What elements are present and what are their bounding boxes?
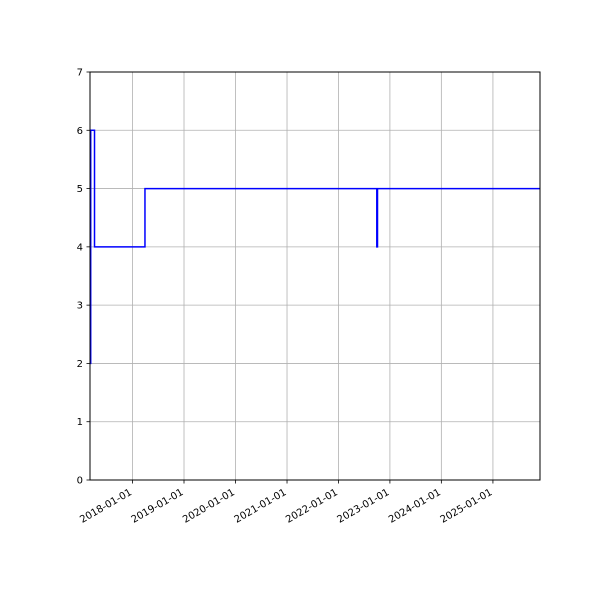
y-tick-label: 1 bbox=[77, 417, 83, 428]
y-tick-label: 6 bbox=[77, 126, 83, 137]
y-tick-label: 3 bbox=[77, 301, 83, 312]
grid bbox=[90, 71, 540, 481]
y-tick-label: 4 bbox=[77, 242, 83, 253]
y-tick-label: 7 bbox=[77, 68, 83, 79]
x-tick-label: 2021-01-01 bbox=[233, 487, 289, 526]
y-axis: 0 1 2 3 4 5 6 7 bbox=[77, 68, 90, 487]
x-tick-label: 2020-01-01 bbox=[181, 487, 237, 526]
series bbox=[89, 129, 540, 365]
x-tick-label: 2024-01-01 bbox=[387, 487, 443, 526]
x-axis: 2018-01-012019-01-012020-01-012021-01-01… bbox=[78, 480, 494, 526]
x-tick-label: 2019-01-01 bbox=[130, 487, 186, 526]
x-tick-label: 2025-01-01 bbox=[439, 487, 495, 526]
y-tick-label: 5 bbox=[77, 184, 83, 195]
y-tick-label: 2 bbox=[77, 359, 83, 370]
x-tick-label: 2023-01-01 bbox=[336, 487, 392, 526]
x-tick-label: 2022-01-01 bbox=[284, 487, 340, 526]
y-tick-label: 0 bbox=[77, 476, 83, 487]
series-line bbox=[89, 129, 540, 365]
plot-frame bbox=[89, 71, 541, 481]
x-tick-label: 2018-01-01 bbox=[78, 487, 134, 526]
